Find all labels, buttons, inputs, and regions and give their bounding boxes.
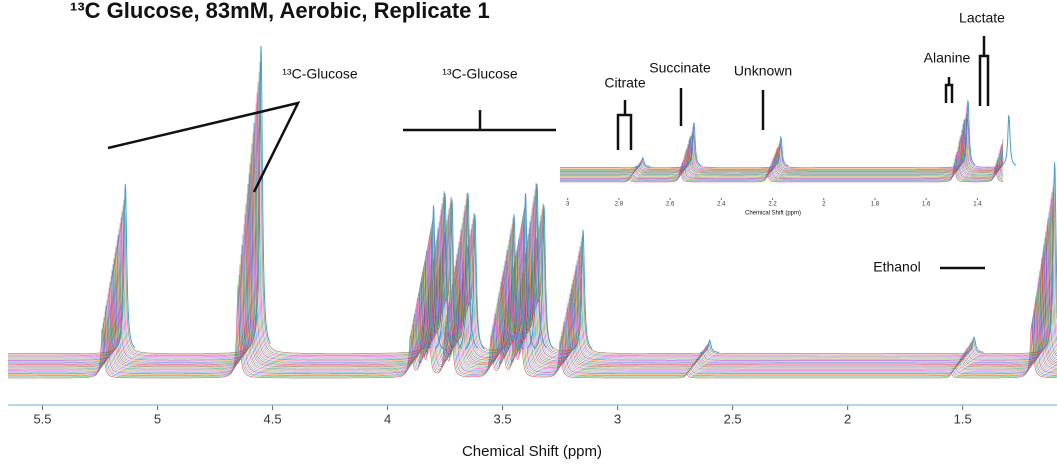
annotation: Citrate [604, 75, 645, 91]
trace [8, 234, 1057, 373]
peak [464, 214, 485, 350]
peak [686, 122, 702, 166]
peak [435, 193, 455, 349]
peak [515, 193, 536, 349]
trace [8, 61, 1057, 355]
bracket [403, 110, 557, 132]
inset-x-tick-label: 2.6 [666, 202, 675, 208]
bracket [616, 100, 633, 150]
trace [560, 117, 1004, 171]
trace [8, 284, 1057, 379]
trace [8, 274, 1057, 378]
trace [8, 193, 1057, 369]
trace [560, 118, 1004, 170]
annotation: ¹³C-Glucose [442, 66, 518, 82]
peak [423, 205, 444, 350]
x-tick-label: 4.5 [264, 411, 282, 426]
annotation: Unknown [734, 63, 792, 79]
x-tick-label: 3.5 [494, 411, 512, 426]
trace [560, 154, 1004, 181]
inset-x-tick-label: 2 [822, 202, 826, 208]
x-tick-label: 3 [614, 411, 621, 426]
peak [533, 205, 554, 350]
inset-x-tick-label: 2.2 [768, 202, 777, 208]
trace [560, 150, 1004, 179]
inset-x-tick-label: 3 [566, 202, 570, 208]
peak [458, 193, 478, 349]
peak [115, 183, 136, 349]
trace [560, 106, 1004, 168]
trace [8, 224, 1057, 372]
inset-x-tick-label: 1.8 [871, 202, 880, 208]
x-tick-label: 2 [844, 411, 851, 426]
trace [8, 82, 1057, 357]
trace [560, 152, 1004, 180]
x-tick-label: 1.5 [954, 411, 972, 426]
trace [8, 72, 1057, 356]
x-tick-label: 2.5 [724, 411, 742, 426]
x-tick-label: 5.5 [33, 411, 51, 426]
peak [635, 157, 651, 167]
inset-annotations: Citrate Succinate Unknown Alanine Lactat… [604, 10, 1005, 150]
main-plot: 5.5 5 4.5 4 3.5 3 2.5 2 1.5 [8, 45, 1057, 426]
bracket [944, 77, 954, 103]
peak [699, 339, 719, 353]
trace [8, 92, 1057, 358]
peak [504, 214, 524, 350]
peak [773, 135, 789, 167]
main-annotations: ¹³C-Glucose ¹³C-Glucose Ethanol [107, 66, 985, 275]
trace [560, 162, 1004, 183]
peak [441, 199, 462, 349]
trace [8, 214, 1057, 371]
x-tick-label: 5 [154, 411, 161, 426]
peak [527, 183, 547, 349]
inset-x-axis-label: Chemical Shift (ppm) [745, 211, 801, 217]
trace [560, 158, 1004, 182]
annotation: Ethanol [873, 259, 920, 275]
trace [8, 254, 1057, 375]
peak [1044, 162, 1057, 348]
trace [560, 129, 1004, 174]
inset-x-tick-label: 1.6 [922, 202, 931, 208]
peak [1001, 115, 1017, 166]
bracket [978, 36, 990, 106]
inset-plot: 3 2.8 2.6 2.4 2.2 2 1.8 1.6 1.4 [560, 100, 1017, 208]
trace [8, 244, 1057, 374]
chart-title: ¹³C Glucose, 83mM, Aerobic, Replicate 1 [70, 0, 490, 23]
peak [964, 336, 984, 353]
trace [8, 264, 1057, 377]
annotation: Succinate [649, 60, 711, 76]
x-axis-label: Chemical Shift (ppm) [462, 443, 602, 460]
trace [560, 119, 1004, 172]
annotation: Alanine [924, 50, 971, 66]
inset-x-tick-label: 2.8 [615, 202, 624, 208]
bracket [107, 101, 301, 193]
x-tick-label: 4 [384, 411, 391, 426]
annotation: ¹³C-Glucose [282, 66, 358, 82]
trace [560, 112, 1004, 169]
trace [8, 203, 1057, 370]
peak [250, 45, 271, 345]
trace [560, 146, 1004, 178]
inset-x-tick-label: 1.4 [973, 202, 982, 208]
peak [960, 100, 976, 166]
peak [573, 229, 593, 350]
inset-x-tick-label: 2.4 [717, 202, 726, 208]
trace [560, 133, 1004, 175]
annotation: Lactate [959, 10, 1005, 26]
trace [560, 123, 1004, 173]
